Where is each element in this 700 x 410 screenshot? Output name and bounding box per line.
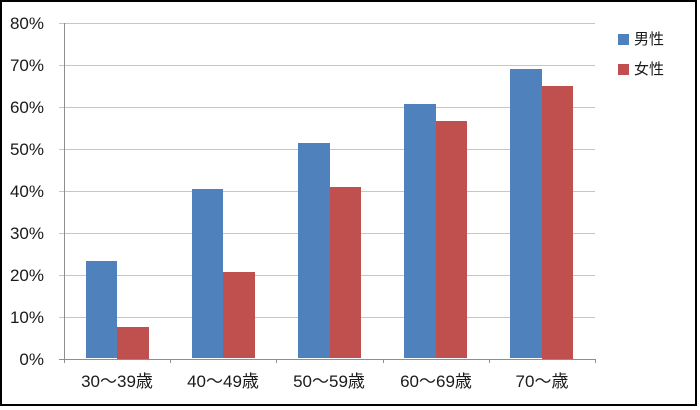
x-axis-line <box>59 359 595 360</box>
gridline <box>59 107 595 108</box>
bar-男性-30〜39歳 <box>85 261 118 359</box>
y-tick-label: 80% <box>9 14 44 33</box>
x-axis-tick <box>383 359 384 363</box>
legend-item-男性: 男性 <box>618 32 664 47</box>
gridline <box>59 23 595 24</box>
bar-男性-50〜59歳 <box>298 143 330 359</box>
bar-男性-70〜歳 <box>510 69 542 359</box>
x-tick-label: 30〜39歳 <box>81 372 153 391</box>
bar-女性-70〜歳 <box>541 85 574 359</box>
legend-item-女性: 女性 <box>618 62 664 77</box>
legend-swatch-icon <box>618 34 629 45</box>
y-axis-line <box>64 23 65 360</box>
x-tick-label: 50〜59歳 <box>293 372 365 391</box>
x-axis-tick <box>64 359 65 363</box>
y-tick-label: 40% <box>9 182 44 201</box>
bar-男性-40〜49歳 <box>191 188 224 359</box>
y-tick-label: 30% <box>9 224 44 243</box>
y-tick-label: 60% <box>9 98 44 117</box>
gridline <box>59 65 595 66</box>
x-axis-tick <box>595 359 596 363</box>
y-tick-label: 0% <box>19 350 44 369</box>
y-tick-label: 70% <box>9 56 44 75</box>
legend-swatch-icon <box>618 64 629 75</box>
bar-男性-60〜69歳 <box>404 104 436 359</box>
y-tick-label: 10% <box>9 308 44 327</box>
legend-label: 女性 <box>634 61 665 78</box>
y-tick-label: 50% <box>9 140 44 159</box>
legend-label: 男性 <box>634 31 665 48</box>
bar-女性-60〜69歳 <box>435 120 468 359</box>
x-axis-tick <box>489 359 490 363</box>
x-axis-tick <box>170 359 171 363</box>
x-tick-label: 60〜69歳 <box>400 372 472 391</box>
bar-女性-40〜49歳 <box>223 271 255 359</box>
x-axis-tick <box>276 359 277 363</box>
bar-女性-50〜59歳 <box>329 186 361 359</box>
y-tick-label: 20% <box>9 266 44 285</box>
x-tick-label: 70〜歳 <box>515 372 569 391</box>
x-tick-label: 40〜49歳 <box>187 372 259 391</box>
bar-女性-30〜39歳 <box>117 327 149 359</box>
